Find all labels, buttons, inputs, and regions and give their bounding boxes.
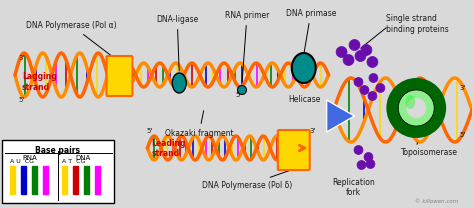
FancyBboxPatch shape (278, 130, 310, 170)
Bar (83, 166, 89, 194)
Circle shape (360, 85, 369, 94)
Ellipse shape (405, 95, 415, 109)
Text: 3': 3' (460, 85, 466, 91)
Text: Replication
fork: Replication fork (332, 178, 375, 197)
Text: 5': 5' (460, 132, 466, 138)
Circle shape (364, 152, 373, 161)
Bar (32, 166, 37, 194)
Ellipse shape (292, 53, 316, 83)
Circle shape (343, 54, 354, 66)
Bar (10, 166, 15, 194)
Text: DNA Polymerase (Pol δ): DNA Polymerase (Pol δ) (202, 170, 292, 190)
Text: RNA primer: RNA primer (225, 11, 269, 81)
Circle shape (349, 40, 360, 51)
Text: A T  CG: A T CG (62, 159, 85, 164)
Text: DNA-ligase: DNA-ligase (156, 15, 199, 71)
Circle shape (354, 78, 363, 87)
Circle shape (398, 90, 434, 126)
Circle shape (386, 78, 446, 138)
Text: RNA: RNA (22, 155, 37, 161)
Text: Leading
strand: Leading strand (151, 139, 186, 158)
Bar (73, 166, 78, 194)
Circle shape (361, 45, 372, 56)
Text: Okazaki fragment: Okazaki fragment (165, 111, 234, 138)
Text: Topoisomerase: Topoisomerase (401, 148, 458, 157)
Polygon shape (327, 100, 355, 132)
Text: DNA: DNA (75, 155, 90, 161)
Text: © killowen.com: © killowen.com (415, 199, 458, 204)
Circle shape (406, 98, 426, 118)
Bar (43, 166, 48, 194)
Circle shape (376, 83, 385, 93)
Text: Single strand
binding proteins: Single strand binding proteins (386, 14, 449, 34)
Circle shape (354, 146, 363, 155)
Circle shape (366, 160, 375, 168)
Bar (62, 166, 67, 194)
Bar (95, 166, 100, 194)
Text: DNA primase: DNA primase (285, 9, 336, 52)
Circle shape (357, 161, 366, 170)
Bar (21, 166, 26, 194)
Text: 5': 5' (146, 128, 153, 134)
Text: DNA Polymerase (Pol α): DNA Polymerase (Pol α) (27, 21, 117, 60)
Text: 5': 5' (236, 92, 242, 98)
Text: 5': 5' (19, 97, 25, 103)
Text: A U  CG: A U CG (10, 159, 34, 164)
FancyBboxPatch shape (2, 140, 114, 203)
Circle shape (336, 47, 347, 57)
Text: Lagging
strand: Lagging strand (22, 72, 57, 92)
FancyBboxPatch shape (107, 56, 132, 96)
Text: 3': 3' (18, 55, 25, 61)
Circle shape (368, 92, 377, 100)
Circle shape (367, 57, 378, 68)
Circle shape (369, 73, 378, 83)
Ellipse shape (237, 85, 246, 94)
Text: Helicase: Helicase (288, 95, 320, 104)
Text: Base pairs: Base pairs (35, 146, 80, 155)
Ellipse shape (172, 73, 186, 93)
Text: 3': 3' (310, 128, 316, 134)
Circle shape (355, 51, 366, 62)
